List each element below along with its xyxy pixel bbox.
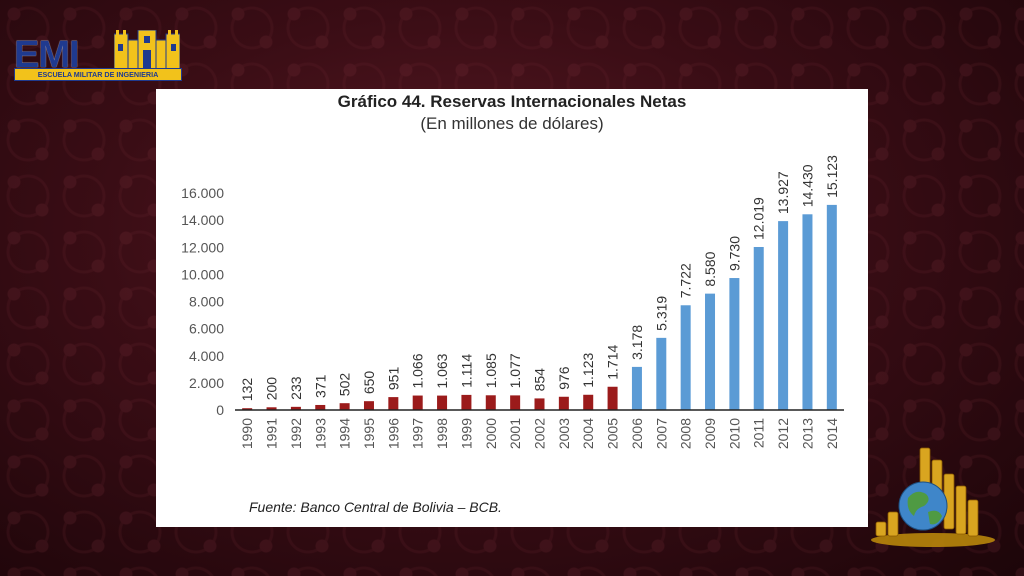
data-label: 650 bbox=[361, 371, 377, 395]
bar bbox=[412, 395, 423, 410]
x-tick-label: 1992 bbox=[288, 418, 304, 449]
bar bbox=[437, 395, 448, 410]
data-label: 951 bbox=[385, 367, 401, 391]
chart-card: Gráfico 44. Reservas Internacionales Net… bbox=[156, 89, 868, 527]
y-tick-label: 8.000 bbox=[189, 294, 224, 310]
data-label: 1.066 bbox=[410, 353, 426, 388]
data-label: 1.063 bbox=[434, 353, 450, 388]
x-tick-label: 2006 bbox=[629, 418, 645, 449]
bar bbox=[753, 246, 764, 410]
data-label: 14.430 bbox=[799, 164, 815, 207]
bar bbox=[729, 278, 740, 410]
x-tick-label: 1990 bbox=[239, 418, 255, 449]
x-tick-label: 2002 bbox=[532, 418, 548, 449]
bar bbox=[705, 293, 716, 410]
x-tick-label: 2010 bbox=[726, 418, 742, 449]
x-tick-label: 2008 bbox=[678, 418, 694, 449]
chart-subtitle: (En millones de dólares) bbox=[420, 114, 604, 133]
bar bbox=[656, 337, 667, 410]
bar-chart: 0 2.000 4.000 6.000 8.000 10.000 12.000 14.000 1… bbox=[181, 155, 844, 449]
chart-source: Fuente: Banco Central de Bolivia – BCB. bbox=[249, 499, 502, 515]
bar bbox=[680, 305, 691, 410]
x-tick-label: 1995 bbox=[361, 418, 377, 449]
data-label: 1.085 bbox=[483, 353, 499, 388]
data-label: 1.114 bbox=[458, 354, 474, 388]
bar bbox=[461, 394, 472, 410]
data-label: 7.722 bbox=[678, 263, 694, 298]
bar bbox=[266, 407, 277, 410]
bar bbox=[826, 204, 837, 410]
bar bbox=[339, 403, 350, 410]
data-label: 3.178 bbox=[629, 325, 645, 360]
data-label: 1.123 bbox=[580, 353, 596, 388]
data-label: 371 bbox=[312, 374, 328, 398]
y-tick-label: 14.000 bbox=[181, 212, 224, 228]
data-label: 12.019 bbox=[751, 197, 767, 240]
y-tick-label: 0 bbox=[216, 402, 224, 418]
x-tick-label: 2004 bbox=[580, 418, 596, 449]
emi-logo: EMI ESCUELA MILITAR DE INGENIERIA bbox=[14, 30, 182, 81]
x-tick-label: 2012 bbox=[775, 418, 791, 449]
data-label: 502 bbox=[337, 373, 353, 397]
data-label: 15.123 bbox=[824, 155, 840, 198]
data-label: 233 bbox=[288, 376, 304, 400]
bar bbox=[485, 395, 496, 410]
y-tick-label: 4.000 bbox=[189, 348, 224, 364]
data-label: 13.927 bbox=[775, 171, 791, 214]
gold-coins-globe-icon bbox=[871, 447, 995, 547]
data-label: 1.714 bbox=[605, 345, 621, 380]
bar bbox=[315, 404, 326, 410]
bar bbox=[558, 396, 569, 410]
x-tick-label: 1997 bbox=[410, 418, 426, 449]
bar bbox=[290, 406, 301, 410]
y-tick-label: 10.000 bbox=[181, 266, 224, 282]
bar bbox=[583, 394, 594, 410]
x-tick-label: 2013 bbox=[799, 418, 815, 449]
y-tick-label: 16.000 bbox=[181, 185, 224, 201]
x-tick-label: 1991 bbox=[264, 418, 280, 449]
data-label: 8.580 bbox=[702, 251, 718, 286]
y-tick-label: 12.000 bbox=[181, 239, 224, 255]
x-tick-label: 2005 bbox=[605, 418, 621, 449]
data-label: 200 bbox=[264, 377, 280, 401]
bar bbox=[607, 386, 618, 410]
data-label: 854 bbox=[532, 368, 548, 392]
y-tick-label: 6.000 bbox=[189, 321, 224, 337]
bar bbox=[363, 401, 374, 410]
x-tick-label: 2003 bbox=[556, 418, 572, 449]
data-label: 976 bbox=[556, 366, 572, 390]
bar bbox=[802, 214, 813, 410]
chart-title: Gráfico 44. Reservas Internacionales Net… bbox=[337, 92, 687, 111]
logo-band: ESCUELA MILITAR DE INGENIERIA bbox=[14, 68, 182, 81]
x-tick-label: 1996 bbox=[385, 418, 401, 449]
x-tick-label: 2001 bbox=[507, 418, 523, 449]
x-tick-label: 2011 bbox=[751, 418, 767, 448]
x-tick-label: 2014 bbox=[824, 418, 840, 449]
x-tick-label: 2007 bbox=[653, 418, 669, 449]
bar bbox=[388, 397, 399, 410]
castle-icon bbox=[114, 30, 180, 70]
x-tick-label: 1993 bbox=[312, 418, 328, 449]
y-tick-label: 2.000 bbox=[189, 375, 224, 391]
bar bbox=[242, 408, 253, 410]
bar bbox=[778, 221, 789, 410]
data-label: 5.319 bbox=[653, 296, 669, 331]
bar bbox=[631, 366, 642, 410]
x-tick-label: 1994 bbox=[337, 418, 353, 449]
data-label: 1.077 bbox=[507, 353, 523, 388]
x-tick-label: 2009 bbox=[702, 418, 718, 449]
bar bbox=[534, 398, 545, 410]
bar bbox=[510, 395, 521, 410]
x-tick-label: 1998 bbox=[434, 418, 450, 449]
data-label: 9.730 bbox=[726, 236, 742, 271]
x-tick-label: 2000 bbox=[483, 418, 499, 449]
data-label: 132 bbox=[239, 378, 255, 402]
x-tick-label: 1999 bbox=[458, 418, 474, 449]
